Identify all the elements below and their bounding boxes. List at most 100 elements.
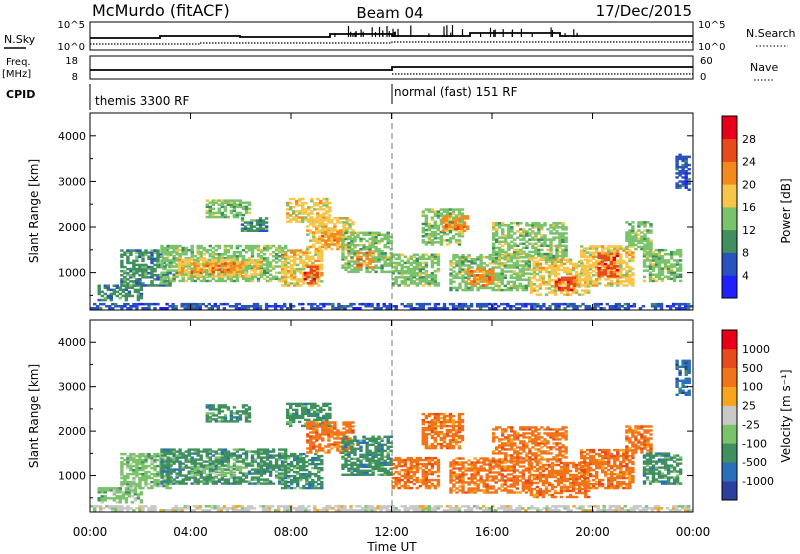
heatmap-cell [657, 257, 662, 260]
heatmap-cell [205, 258, 209, 262]
heatmap-cell [118, 286, 122, 289]
heatmap-cell [333, 243, 337, 246]
heatmap-cell [400, 267, 404, 271]
heatmap-cell [547, 274, 552, 278]
heatmap-cell [388, 302, 392, 306]
heatmap-cell [241, 207, 246, 211]
heatmap-cell [501, 234, 505, 237]
heatmap-cell [160, 277, 164, 281]
heatmap-cell [544, 287, 549, 290]
heatmap-cell [681, 176, 685, 179]
heatmap-cell [436, 263, 441, 267]
heatmap-cell [187, 266, 191, 270]
heatmap-cell [252, 219, 257, 222]
heatmap-cell [318, 225, 322, 228]
heatmap-cell [609, 252, 613, 255]
heatmap-cell [391, 253, 395, 256]
heatmap-cell [574, 283, 579, 286]
heatmap-cell [184, 273, 188, 276]
heatmap-cell [229, 211, 234, 215]
heatmap-cell [345, 219, 349, 222]
heatmap-cell [646, 239, 650, 242]
heatmap-cell [229, 255, 234, 258]
heatmap-cell [603, 252, 607, 255]
heatmap-cell [589, 253, 593, 256]
heatmap-cell [362, 262, 366, 265]
heatmap-cell [674, 307, 679, 310]
heatmap-cell [229, 270, 234, 274]
heatmap-cell [492, 238, 496, 241]
heatmap-cell [319, 302, 323, 306]
heatmap-cell [279, 505, 284, 508]
heatmap-cell [566, 302, 570, 306]
heatmap-cell [286, 204, 290, 207]
heatmap-cell [189, 302, 193, 306]
heatmap-cell [341, 239, 345, 243]
heatmap-cell [444, 223, 449, 226]
heatmap-cell [198, 307, 202, 310]
heatmap-cell [280, 263, 285, 267]
heatmap-cell [672, 279, 677, 283]
heatmap-cell [631, 280, 635, 283]
heatmap-cell [220, 205, 225, 209]
heatmap-cell [159, 276, 163, 279]
heatmap-cell [515, 266, 519, 269]
heatmap-cell [290, 271, 294, 275]
heatmap-cell [147, 302, 151, 306]
heatmap-cell [252, 305, 257, 308]
heatmap-cell [610, 245, 614, 248]
heatmap-cell [368, 241, 372, 245]
heatmap-cell [436, 241, 441, 244]
heatmap-cell [258, 219, 263, 222]
heatmap-cell [485, 286, 489, 290]
heatmap-cell [163, 480, 167, 483]
heatmap-cell [196, 262, 200, 265]
heatmap-cell [383, 260, 387, 263]
heatmap-cell [229, 268, 234, 271]
heatmap-cell [574, 266, 579, 270]
heatmap-cell [454, 505, 459, 508]
heatmap-cell [452, 280, 456, 284]
heatmap-cell [602, 505, 606, 508]
heatmap-cell [284, 278, 288, 281]
heatmap-cell [271, 265, 276, 268]
heatmap-cell [531, 254, 535, 258]
heatmap-cell [163, 253, 167, 256]
heatmap-cell [232, 264, 237, 267]
heatmap-cell [406, 302, 410, 306]
heatmap-cell [439, 214, 444, 217]
heatmap-cell [367, 302, 371, 306]
heatmap-cell [240, 223, 245, 226]
heatmap-cell [138, 274, 142, 277]
heatmap-cell [421, 210, 425, 213]
heatmap-cell [648, 265, 653, 268]
heatmap-cell [631, 241, 635, 245]
heatmap-cell [343, 505, 347, 508]
heatmap-cell [550, 270, 555, 274]
heatmap-cell [577, 281, 582, 284]
heatmap-cell [330, 227, 334, 230]
heatmap-cell [501, 228, 505, 231]
heatmap-cell [350, 237, 354, 241]
heatmap-cell [353, 254, 357, 257]
heatmap-cell [292, 507, 296, 510]
heatmap-cell [313, 307, 317, 310]
heatmap-cell [359, 239, 363, 243]
heatmap-cell [327, 243, 331, 246]
heatmap-cell [556, 272, 561, 276]
heatmap-cell [246, 227, 251, 230]
heatmap-cell [356, 266, 360, 269]
heatmap-cell [347, 250, 351, 253]
heatmap-cell [312, 282, 316, 285]
heatmap-cell [619, 276, 623, 279]
heatmap-cell [156, 278, 160, 281]
heatmap-cell [444, 217, 449, 220]
heatmap-cell [512, 280, 516, 284]
heatmap-cell [535, 272, 540, 276]
heatmap-cell [220, 279, 225, 283]
heatmap-cell [339, 235, 343, 238]
heatmap-cell [100, 487, 104, 490]
heatmap-cell [543, 242, 547, 245]
heatmap-cell [660, 269, 665, 272]
heatmap-cell [623, 302, 628, 306]
